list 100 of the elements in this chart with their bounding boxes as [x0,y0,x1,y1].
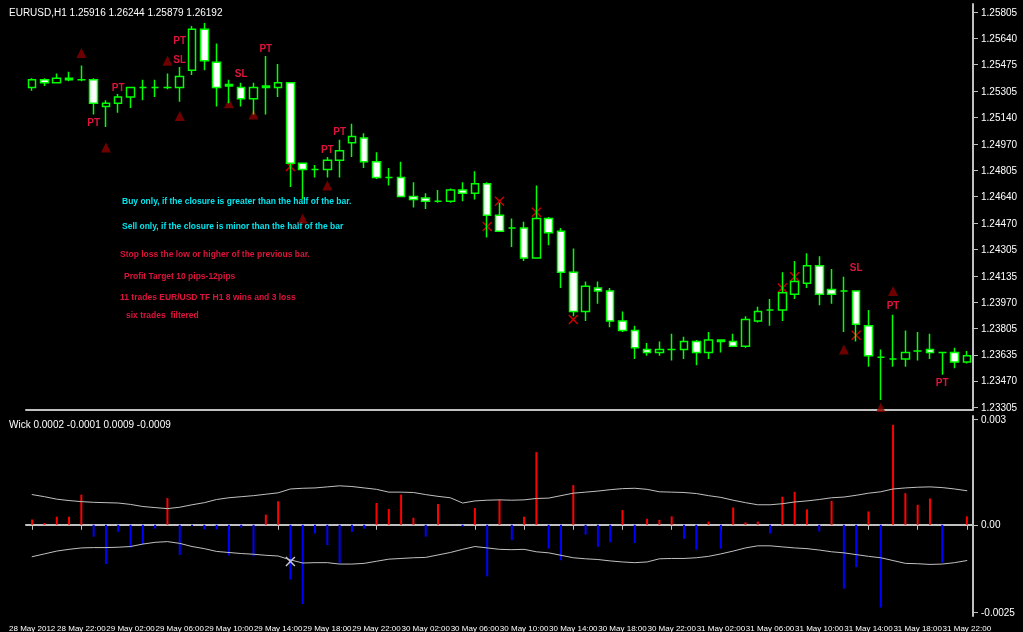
point [100,142,111,153]
bar [166,498,169,525]
candlestick [113,93,123,114]
x-tick-label: 29 May 10:00 [204,623,254,632]
candlestick [888,313,898,368]
bar [277,501,280,525]
x-tick-label: 31 May 14:00 [844,623,894,632]
line-series [31,485,968,510]
annotation: six trades filtered [126,310,199,320]
bar [707,521,710,525]
annotation: Profit Target 10 pips-12pips [124,271,236,281]
bar [523,516,526,525]
candlestick [76,64,87,83]
annotation: Buy only, if the closure is greater than the half of the bar. [122,196,352,206]
y-tick-label: 1.24470 [981,217,1018,229]
y-tick-label: 1.24640 [981,190,1018,202]
y-tick-label: 1.23470 [981,375,1018,387]
candlestick [310,164,320,179]
line-series [31,541,968,565]
point [888,286,899,297]
point [248,109,259,120]
candlestick [679,336,689,360]
candlestick [876,348,886,401]
candlestick [199,22,210,71]
bar [621,510,624,525]
candlestick [863,309,874,368]
y-tick-label: 1.25140 [981,112,1018,124]
x-tick-label: 29 May 22:00 [352,623,402,632]
y-tick-label: 1.25475 [981,59,1018,71]
point [162,55,173,66]
candlestick [519,220,529,262]
candlestick [691,339,702,366]
bar [129,524,132,548]
candlestick [580,280,591,322]
bar [92,524,95,537]
bar [240,524,243,528]
bar [941,524,944,563]
y-tick-label: 1.25305 [981,86,1018,98]
x-tick-label: 30 May 06:00 [450,623,500,632]
point [851,330,862,341]
bar [424,524,427,537]
bar [363,524,366,529]
annotation: Stop loss the low or higher of the previous bar. [120,249,310,259]
candlestick [617,310,628,333]
candlestick [162,72,173,90]
point [322,180,333,191]
bar [55,516,58,525]
candlestick [150,78,160,98]
candlestick [851,290,861,343]
bar [31,519,34,525]
candlestick [27,77,37,92]
bar [400,494,403,525]
bar [928,498,931,525]
annotation: PT [333,126,347,138]
x-tick-label: 29 May 14:00 [253,623,303,632]
y-tick-label: 1.24305 [981,243,1018,255]
candlestick [359,132,369,169]
bar [535,452,538,525]
candlestick [740,315,751,349]
candlestick [470,170,480,201]
bar [547,524,550,549]
bar [781,496,784,525]
annotation: Sell only, if the closure is minor than the half of the bar [122,221,345,231]
point [482,221,493,232]
x-tick-label: 31 May 22:00 [942,623,992,632]
y-tick-label: 1.24135 [981,270,1018,282]
bar [338,524,341,564]
annotation: PT [935,377,949,389]
y-tick-label: 1.23805 [981,322,1018,334]
point [875,402,886,412]
x-tick-label: 31 May 06:00 [745,623,795,632]
candlestick [261,55,271,116]
candlestick [753,306,763,324]
bar [633,524,636,544]
bar [572,485,575,525]
bar [719,524,722,549]
bar [154,524,157,529]
candlestick [384,167,394,187]
candlestick [531,184,542,259]
candlestick [51,72,62,84]
candlestick [138,78,148,101]
bar [855,524,858,568]
bar [695,524,698,550]
bar [486,524,489,577]
candlestick [482,181,492,239]
candlestick [371,151,382,180]
bar [830,500,833,525]
candlestick [125,86,136,109]
bar [498,499,501,525]
candlestick [420,192,431,210]
y-tick-label: 0.003 [981,414,1007,426]
bar [732,507,735,525]
candlestick [593,280,603,305]
bar [437,504,440,525]
bar [805,509,808,525]
y-tick-label: -0.0025 [981,606,1016,618]
y-tick-label: 1.23305 [981,401,1018,413]
chart-title: Wick 0.0002 -0.0001 0.0009 -0.0009 [9,418,172,430]
x-tick-label: 28 May 22:00 [57,623,107,632]
annotation: SL [173,53,187,65]
